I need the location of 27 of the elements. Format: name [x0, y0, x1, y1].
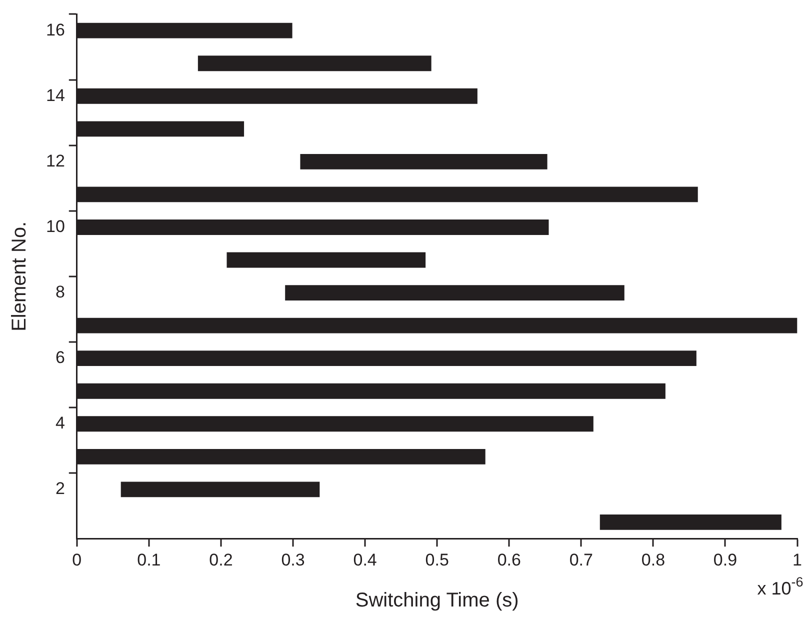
x-tick-label: 0.5	[425, 550, 449, 570]
bar	[300, 154, 548, 170]
x-axis-title: Switching Time (s)	[355, 590, 519, 612]
y-tick-label: 6	[55, 348, 65, 368]
x-tick-label: 0.2	[209, 550, 233, 570]
x-tick-label: 0.6	[497, 550, 521, 570]
bar	[120, 482, 320, 498]
x-tick-label: 0.3	[281, 550, 305, 570]
y-tick-label: 8	[55, 282, 65, 302]
y-tick-label: 10	[46, 216, 65, 236]
x-tick-label: 0.1	[137, 550, 161, 570]
bar	[198, 56, 432, 72]
x-tick-label: 1	[792, 550, 802, 570]
x-tick-label: 0.4	[353, 550, 377, 570]
y-axis-title: Element No.	[8, 221, 31, 332]
y-tick-label: 14	[46, 86, 65, 105]
bar	[600, 514, 782, 530]
x-tick-label: 0.7	[569, 550, 593, 570]
x-tick-label: 0.9	[713, 550, 738, 570]
y-tick-label: 16	[46, 20, 65, 40]
x-tick-label: 0	[72, 550, 82, 570]
y-tick-label: 12	[46, 151, 65, 170]
y-tick-label: 2	[55, 479, 65, 498]
x-tick-label: 0.8	[641, 550, 666, 570]
bar	[226, 252, 426, 268]
y-tick-label: 4	[55, 414, 65, 433]
bar	[285, 285, 624, 300]
